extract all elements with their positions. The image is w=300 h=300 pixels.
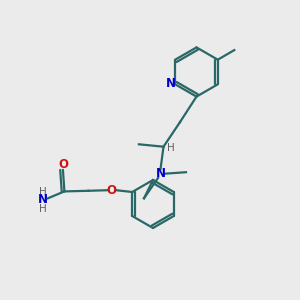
Text: N: N [38,193,47,206]
Text: H: H [39,187,46,197]
Text: N: N [166,77,176,90]
Text: O: O [107,184,117,197]
Text: N: N [155,167,166,180]
Text: O: O [58,158,68,172]
Text: H: H [167,143,175,153]
Text: H: H [39,204,46,214]
